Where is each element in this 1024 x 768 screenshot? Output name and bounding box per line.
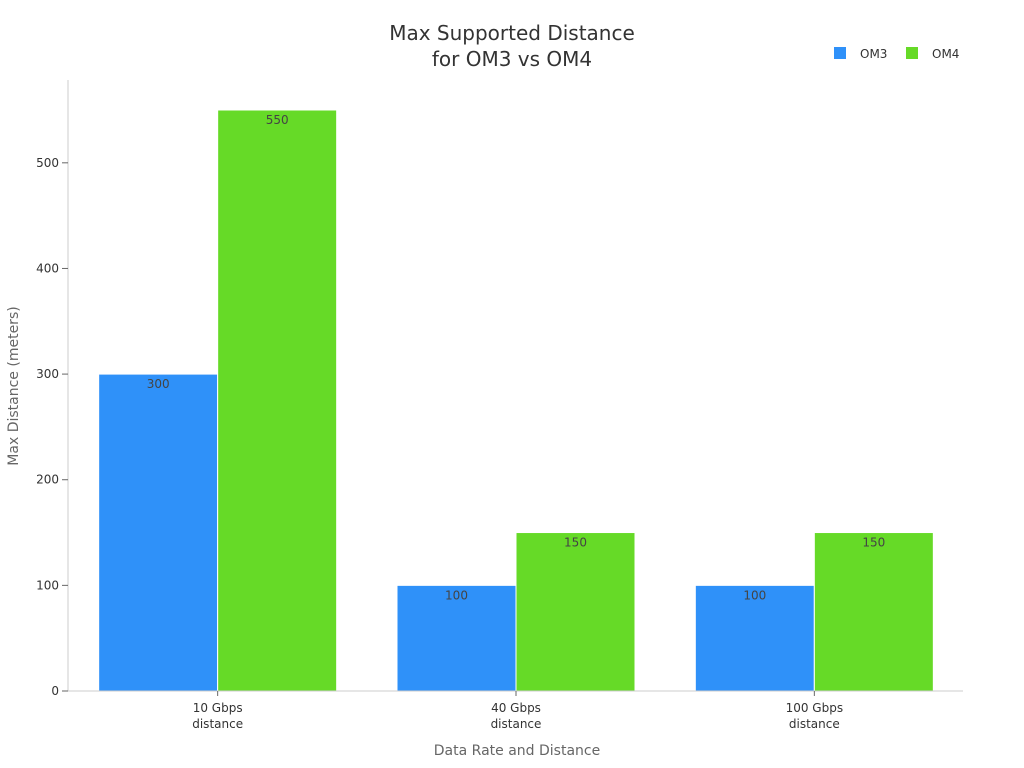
bar-group: 300 550 <box>98 109 338 692</box>
x-tick-label: distance <box>789 717 840 731</box>
legend-label: OM4 <box>932 47 959 61</box>
chart-title: Max Supported Distance for OM3 vs OM4 <box>389 21 635 71</box>
data-label: 150 <box>862 536 885 550</box>
bar-om4 <box>217 109 338 692</box>
chart-title-line-1: Max Supported Distance <box>389 21 635 45</box>
data-label: 300 <box>147 377 170 391</box>
x-axis-title: Data Rate and Distance <box>434 743 600 759</box>
y-axis-title: Max Distance (meters) <box>6 306 22 465</box>
data-label: 100 <box>445 588 468 602</box>
x-tick-label: 40 Gbps <box>491 701 541 715</box>
x-tick-label: distance <box>192 717 243 731</box>
bar-om4 <box>813 532 934 692</box>
y-tick-label: 500 <box>36 156 59 170</box>
x-tick-label: 100 Gbps <box>786 701 844 715</box>
x-axis: 10 Gbps distance 40 Gbps distance 100 Gbps di… <box>68 690 963 731</box>
legend-label: OM3 <box>860 47 887 61</box>
bar-group: 100 150 <box>694 532 934 692</box>
bar-group: 100 150 <box>396 532 636 692</box>
chart-title-line-2: for OM3 vs OM4 <box>432 47 592 71</box>
y-tick-label: 200 <box>36 473 59 487</box>
x-tick-label: 10 Gbps <box>193 701 243 715</box>
data-label: 150 <box>564 536 587 550</box>
legend-swatch <box>906 47 918 59</box>
bars: 300 550 100 150 100 150 <box>98 109 934 692</box>
legend-swatch <box>834 47 846 59</box>
legend: OM3 OM4 <box>834 47 959 61</box>
y-axis: 0 100 200 300 400 500 <box>36 80 69 698</box>
x-tick-label: distance <box>491 717 542 731</box>
y-tick-label: 0 <box>51 684 59 698</box>
bar-om4 <box>515 532 636 692</box>
bar-om3 <box>694 584 815 692</box>
bar-om3 <box>98 373 219 692</box>
y-tick-label: 300 <box>36 367 59 381</box>
legend-item: OM4 <box>906 47 959 61</box>
y-tick-label: 100 <box>36 578 59 592</box>
data-label: 550 <box>266 113 289 127</box>
y-tick-label: 400 <box>36 261 59 275</box>
legend-item: OM3 <box>834 47 887 61</box>
data-label: 100 <box>743 588 766 602</box>
